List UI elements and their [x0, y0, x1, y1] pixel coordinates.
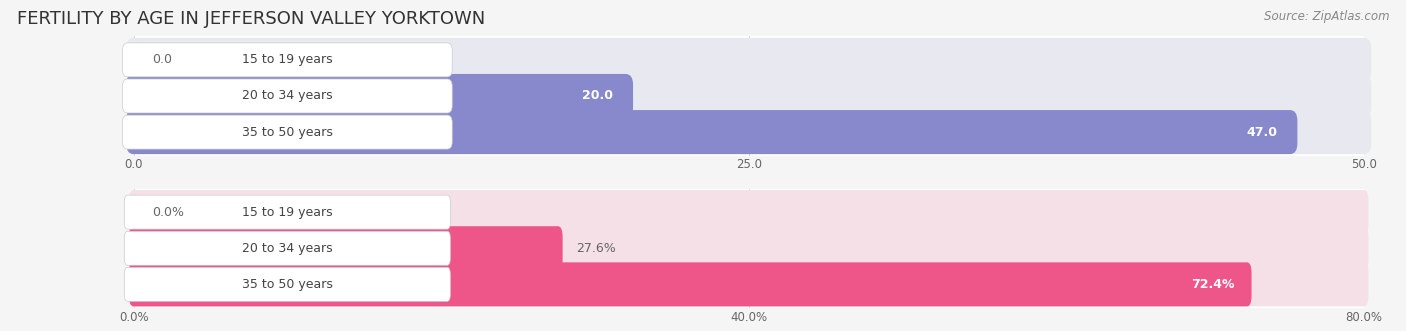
FancyBboxPatch shape: [127, 38, 1371, 82]
FancyBboxPatch shape: [122, 79, 453, 113]
FancyBboxPatch shape: [122, 115, 453, 149]
Text: Source: ZipAtlas.com: Source: ZipAtlas.com: [1264, 10, 1389, 23]
Text: 15 to 19 years: 15 to 19 years: [242, 206, 333, 219]
Text: 15 to 19 years: 15 to 19 years: [242, 53, 333, 67]
FancyBboxPatch shape: [124, 231, 450, 265]
Text: 0.0: 0.0: [152, 53, 172, 67]
Text: 27.6%: 27.6%: [576, 242, 616, 255]
Text: 20 to 34 years: 20 to 34 years: [242, 89, 333, 103]
Text: 72.4%: 72.4%: [1191, 278, 1234, 291]
FancyBboxPatch shape: [129, 226, 1368, 270]
FancyBboxPatch shape: [127, 110, 1371, 154]
FancyBboxPatch shape: [127, 110, 1298, 154]
Text: FERTILITY BY AGE IN JEFFERSON VALLEY YORKTOWN: FERTILITY BY AGE IN JEFFERSON VALLEY YOR…: [17, 10, 485, 28]
FancyBboxPatch shape: [127, 74, 1371, 118]
Text: 35 to 50 years: 35 to 50 years: [242, 125, 333, 139]
Text: 20 to 34 years: 20 to 34 years: [242, 242, 333, 255]
Text: 47.0: 47.0: [1247, 125, 1278, 139]
FancyBboxPatch shape: [124, 267, 450, 301]
FancyBboxPatch shape: [129, 226, 562, 270]
Text: 0.0%: 0.0%: [152, 206, 184, 219]
FancyBboxPatch shape: [129, 262, 1368, 307]
FancyBboxPatch shape: [124, 195, 450, 229]
Text: 20.0: 20.0: [582, 89, 613, 103]
Text: 35 to 50 years: 35 to 50 years: [242, 278, 333, 291]
FancyBboxPatch shape: [129, 190, 1368, 234]
FancyBboxPatch shape: [122, 43, 453, 77]
FancyBboxPatch shape: [129, 262, 1251, 307]
FancyBboxPatch shape: [127, 74, 633, 118]
